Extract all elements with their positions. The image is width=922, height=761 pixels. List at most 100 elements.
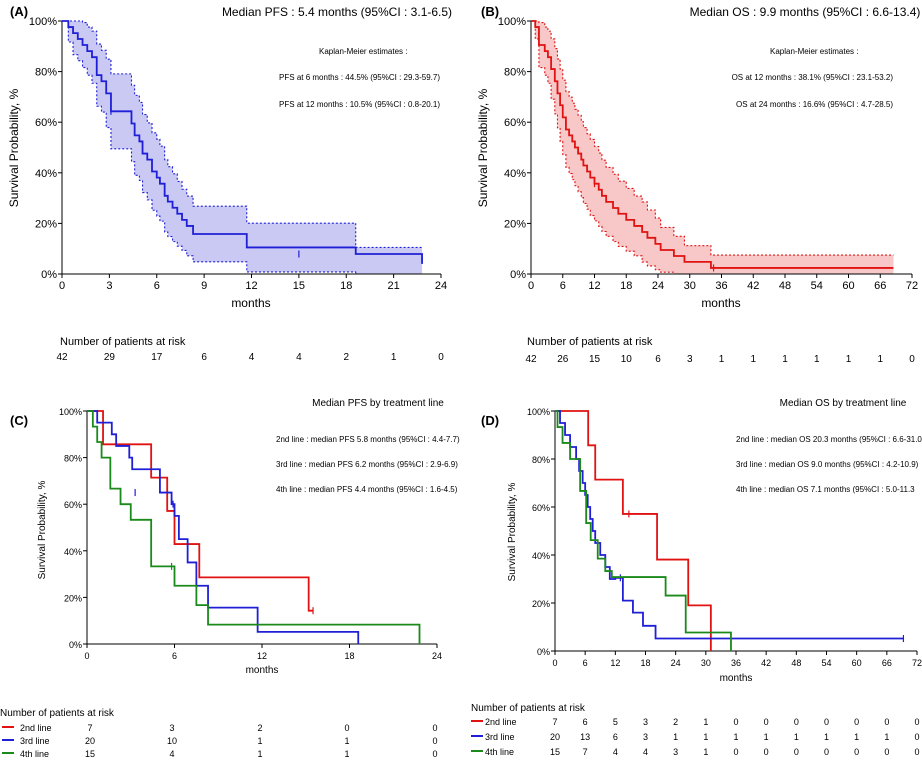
risk-count: 0 — [733, 717, 738, 727]
risk-count: 4 — [249, 352, 255, 363]
y-tick-label: 0% — [537, 647, 550, 657]
x-tick-label: 48 — [791, 658, 801, 668]
risk-count: 1 — [673, 732, 678, 742]
risk-count: 1 — [703, 732, 708, 742]
risk-count: 0 — [824, 717, 829, 727]
risk-count: 1 — [750, 354, 756, 365]
risk-count: 1 — [391, 352, 397, 363]
risk-count: 1 — [344, 736, 349, 746]
y-tick-label: 0% — [69, 640, 82, 650]
panel-label: (C) — [10, 413, 28, 428]
estimate-annotation: 2nd line : median OS 20.3 months (95%CI … — [736, 435, 922, 444]
risk-count: 7 — [87, 723, 92, 733]
x-tick-label: 18 — [640, 658, 650, 668]
y-axis-label: Survival Probability, % — [507, 483, 518, 582]
risk-table-title: Number of patients at risk — [60, 336, 186, 348]
risk-count: 0 — [914, 732, 919, 742]
risk-row-label: 4th line — [20, 749, 49, 759]
x-tick-label: 42 — [747, 280, 759, 292]
risk-count: 3 — [673, 747, 678, 757]
estimate-annotation: PFS at 6 months : 44.5% (95%CI : 29.3-59… — [279, 73, 440, 82]
x-tick-label: 15 — [293, 280, 305, 292]
panel-a: (A) Median PFS : 5.4 months (95%CI : 3.1-… — [7, 4, 452, 363]
x-tick-label: 18 — [340, 280, 352, 292]
x-tick-label: 0 — [528, 280, 534, 292]
x-tick-label: 24 — [671, 658, 681, 668]
risk-count: 20 — [550, 732, 560, 742]
risk-count: 17 — [151, 352, 163, 363]
risk-row-label: 2nd line — [20, 723, 52, 733]
estimate-annotation: 2nd line : median PFS 5.8 months (95%CI … — [276, 435, 460, 444]
x-axis-label: months — [720, 673, 753, 684]
risk-count: 0 — [794, 717, 799, 727]
x-tick-label: 18 — [344, 651, 354, 661]
x-tick-label: 54 — [821, 658, 831, 668]
risk-count: 1 — [824, 732, 829, 742]
y-tick-label: 80% — [504, 67, 526, 79]
risk-count: 7 — [552, 717, 557, 727]
x-tick-label: 9 — [201, 280, 207, 292]
panel-label: (A) — [10, 4, 28, 19]
km-curve-2nd-line — [555, 410, 712, 651]
lower-ci-line — [531, 20, 894, 275]
risk-count: 0 — [824, 747, 829, 757]
panel-c: (C) Median PFS by treatment line 0% 20% 40% 6… — [0, 398, 460, 759]
risk-row-label: 2nd line — [485, 717, 517, 727]
x-tick-label: 12 — [257, 651, 267, 661]
risk-count: 15 — [550, 747, 560, 757]
y-tick-label: 100% — [498, 16, 526, 28]
y-tick-label: 60% — [532, 503, 550, 513]
risk-count: 1 — [794, 732, 799, 742]
y-tick-label: 100% — [29, 16, 57, 28]
risk-table-title: Number of patients at risk — [527, 336, 653, 348]
risk-count: 4 — [296, 352, 302, 363]
estimate-annotation: OS at 12 months : 38.1% (95%CI : 23.1-53… — [732, 73, 894, 82]
risk-count: 6 — [201, 352, 207, 363]
risk-count: 4 — [643, 747, 648, 757]
risk-count: 0 — [438, 352, 444, 363]
x-tick-label: 24 — [652, 280, 664, 292]
risk-count: 10 — [167, 736, 177, 746]
risk-count: 1 — [257, 749, 262, 759]
x-tick-label: 21 — [388, 280, 400, 292]
y-tick-label: 60% — [504, 117, 526, 129]
risk-count: 1 — [854, 732, 859, 742]
y-tick-label: 60% — [35, 117, 57, 129]
y-axis-label: Survival Probability, % — [476, 88, 490, 207]
risk-count: 6 — [613, 732, 618, 742]
risk-count: 3 — [169, 723, 174, 733]
x-tick-label: 0 — [84, 651, 89, 661]
risk-count: 15 — [589, 354, 601, 365]
risk-count: 0 — [909, 354, 915, 365]
x-tick-label: 60 — [842, 280, 854, 292]
risk-count: 1 — [846, 354, 852, 365]
risk-count: 0 — [854, 717, 859, 727]
panel-label: (B) — [481, 4, 499, 19]
x-tick-label: 12 — [588, 280, 600, 292]
x-tick-label: 66 — [874, 280, 886, 292]
y-tick-label: 80% — [532, 455, 550, 465]
risk-row-label: 3rd line — [20, 736, 50, 746]
risk-count: 1 — [257, 736, 262, 746]
risk-count: 0 — [764, 717, 769, 727]
y-tick-label: 40% — [64, 547, 82, 557]
x-tick-label: 48 — [779, 280, 791, 292]
y-tick-label: 0% — [510, 269, 526, 281]
y-axis-label: Survival Probability, % — [37, 481, 48, 580]
x-tick-label: 0 — [59, 280, 65, 292]
estimate-annotation: 4th line : median OS 7.1 months (95%CI :… — [736, 485, 915, 494]
risk-count: 0 — [764, 747, 769, 757]
estimate-annotation: 4th line : median PFS 4.4 months (95%CI … — [276, 485, 458, 494]
x-tick-label: 3 — [106, 280, 112, 292]
y-tick-label: 60% — [64, 500, 82, 510]
risk-count: 1 — [719, 354, 725, 365]
panel-label: (D) — [481, 413, 499, 428]
risk-count: 2 — [343, 352, 349, 363]
y-tick-label: 20% — [504, 218, 526, 230]
risk-count: 0 — [733, 747, 738, 757]
x-tick-label: 30 — [701, 658, 711, 668]
risk-count: 3 — [643, 732, 648, 742]
risk-count: 0 — [914, 717, 919, 727]
chart-title: Median PFS : 5.4 months (95%CI : 3.1-6.5… — [222, 5, 452, 19]
km-estimates-header: Kaplan-Meier estimates : — [770, 47, 858, 56]
